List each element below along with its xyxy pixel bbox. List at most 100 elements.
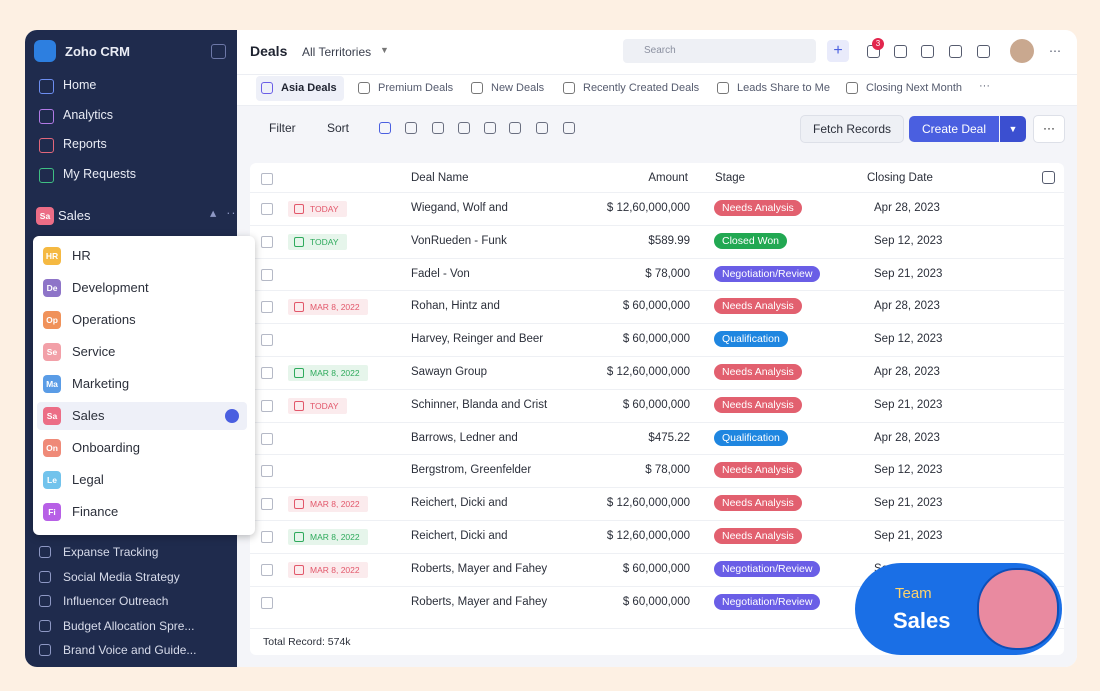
header-icon[interactable]	[977, 45, 990, 58]
date-tag: MAR 8, 2022	[288, 529, 368, 545]
deal-name[interactable]: Fadel - Von	[411, 267, 470, 280]
column-header[interactable]: Stage	[715, 172, 746, 184]
workspace-option[interactable]: HR	[72, 248, 91, 263]
workspace-option[interactable]: Development	[72, 280, 149, 295]
user-avatar[interactable]	[1010, 39, 1034, 63]
amount: $ 60,000,000	[622, 562, 690, 575]
view-icon[interactable]	[484, 122, 496, 134]
deal-name[interactable]: Harvey, Reinger and Beer	[411, 333, 544, 346]
tab[interactable]: Leads Share to Me	[737, 82, 830, 94]
tab[interactable]: Recently Created Deals	[583, 82, 700, 94]
row-checkbox[interactable]	[261, 498, 273, 511]
row-checkbox[interactable]	[261, 399, 273, 412]
sort-button[interactable]: Sort	[327, 121, 350, 135]
filter-button[interactable]: Filter	[269, 121, 296, 135]
view-icon[interactable]	[458, 122, 470, 134]
row-checkbox[interactable]	[261, 235, 273, 248]
workspace-option[interactable]: Finance	[72, 504, 119, 519]
row-checkbox[interactable]	[261, 334, 273, 347]
deal-name[interactable]: Wiegand, Wolf and	[411, 202, 508, 214]
view-icon[interactable]	[379, 122, 391, 134]
deal-name[interactable]: VonRueden - Funk	[411, 234, 507, 247]
list-item[interactable]: Social Media Strategy	[63, 569, 180, 584]
collapse-icon[interactable]	[211, 44, 226, 59]
workspace-option[interactable]: Sales	[72, 408, 105, 423]
nav-item[interactable]: My Requests	[63, 167, 136, 181]
row-checkbox[interactable]	[261, 367, 273, 379]
view-icon[interactable]	[536, 122, 548, 134]
column-header[interactable]: Deal Name	[411, 172, 469, 184]
deal-name[interactable]: Sawayn Group	[411, 366, 488, 378]
view-icon[interactable]	[405, 122, 417, 134]
list-item[interactable]: Brand Voice and Guide...	[63, 643, 197, 658]
list-item[interactable]: Budget Allocation Spre...	[63, 618, 195, 633]
column-header[interactable]: Amount	[648, 172, 688, 184]
workspace-option[interactable]: Legal	[72, 472, 104, 487]
header-icon[interactable]	[949, 45, 962, 58]
row-checkbox[interactable]	[261, 432, 273, 445]
workspace-name[interactable]: Sales	[58, 208, 91, 223]
view-icon[interactable]	[563, 122, 575, 134]
deal-name[interactable]: Roberts, Mayer and Fahey	[411, 595, 548, 608]
deal-name[interactable]: Reichert, Dicki and	[411, 497, 508, 510]
nav-item[interactable]: Analytics	[63, 108, 114, 122]
row-checkbox[interactable]	[261, 563, 273, 576]
stage: Negotiation/Review	[714, 265, 821, 282]
territory-select[interactable]: All Territories	[302, 45, 372, 59]
deal-name[interactable]: Rohan, Hintz and	[411, 300, 500, 313]
row-checkbox[interactable]	[261, 596, 273, 609]
view-icon[interactable]	[432, 122, 444, 134]
row-checkbox[interactable]	[261, 465, 273, 478]
nav-item[interactable]: Reports	[63, 137, 107, 151]
deal-name[interactable]: Reichert, Dicki and	[411, 530, 508, 542]
closing-date: Sep 21, 2023	[874, 398, 943, 411]
list-item[interactable]: Influencer Outreach	[63, 594, 169, 609]
date-tag: TODAY	[288, 397, 347, 414]
workspace-option[interactable]: Operations	[72, 312, 136, 327]
workspace-option[interactable]: Onboarding	[72, 440, 140, 455]
workspace-option[interactable]: Service	[72, 344, 116, 359]
table-settings[interactable]	[1042, 171, 1055, 184]
caret: ▼	[380, 45, 389, 55]
closing-date: Sep 12, 2023	[874, 333, 943, 346]
create-button[interactable]: Create Deal	[909, 116, 999, 142]
view-icon[interactable]	[509, 122, 521, 134]
closing-date: Sep 12, 2023	[874, 464, 943, 477]
stage: Needs Analysis	[714, 495, 802, 512]
row-divider	[250, 552, 1064, 554]
tab-icon	[846, 82, 858, 94]
stage: Needs Analysis	[714, 396, 802, 413]
deal-name[interactable]: Schinner, Blanda and Crist	[411, 398, 548, 411]
stage: Needs Analysis	[714, 462, 802, 479]
row-checkbox[interactable]	[261, 531, 273, 543]
create-dropdown[interactable]: ▼	[1000, 116, 1026, 142]
row-checkbox[interactable]	[261, 203, 273, 215]
workspace-option[interactable]: Marketing	[72, 376, 130, 391]
tab[interactable]: Premium Deals	[378, 82, 454, 94]
header-icon[interactable]	[894, 45, 907, 58]
add-button[interactable]: +	[827, 40, 849, 62]
tab[interactable]: New Deals	[491, 82, 545, 94]
header-checkbox[interactable]	[261, 173, 273, 185]
workspace-abbr: Sa	[36, 207, 54, 225]
tab[interactable]: Asia Deals	[281, 82, 337, 94]
nav-icon	[39, 79, 54, 94]
apps-icon[interactable]: ⋯	[1049, 44, 1061, 58]
deal-name[interactable]: Barrows, Ledner and	[411, 431, 518, 444]
row-checkbox[interactable]	[261, 301, 273, 314]
search-box[interactable]	[623, 39, 816, 63]
more-button[interactable]: ···	[1033, 115, 1065, 143]
deal-name[interactable]: Bergstrom, Greenfelder	[411, 464, 532, 477]
closing-date: Sep 21, 2023	[874, 267, 943, 280]
list-item[interactable]: Expanse Tracking	[63, 545, 159, 559]
fetch-button[interactable]: Fetch Records	[800, 115, 904, 143]
row-checkbox[interactable]	[261, 268, 273, 281]
header-icon[interactable]	[921, 45, 934, 58]
more-tabs[interactable]: ···	[979, 80, 990, 92]
nav-item[interactable]: Home	[63, 78, 97, 92]
column-header[interactable]: Closing Date	[867, 172, 933, 184]
tab[interactable]: Closing Next Month	[866, 82, 962, 94]
workspace-abbr: Ma	[43, 375, 61, 393]
deal-name[interactable]: Roberts, Mayer and Fahey	[411, 562, 548, 575]
row-divider	[250, 224, 1064, 226]
